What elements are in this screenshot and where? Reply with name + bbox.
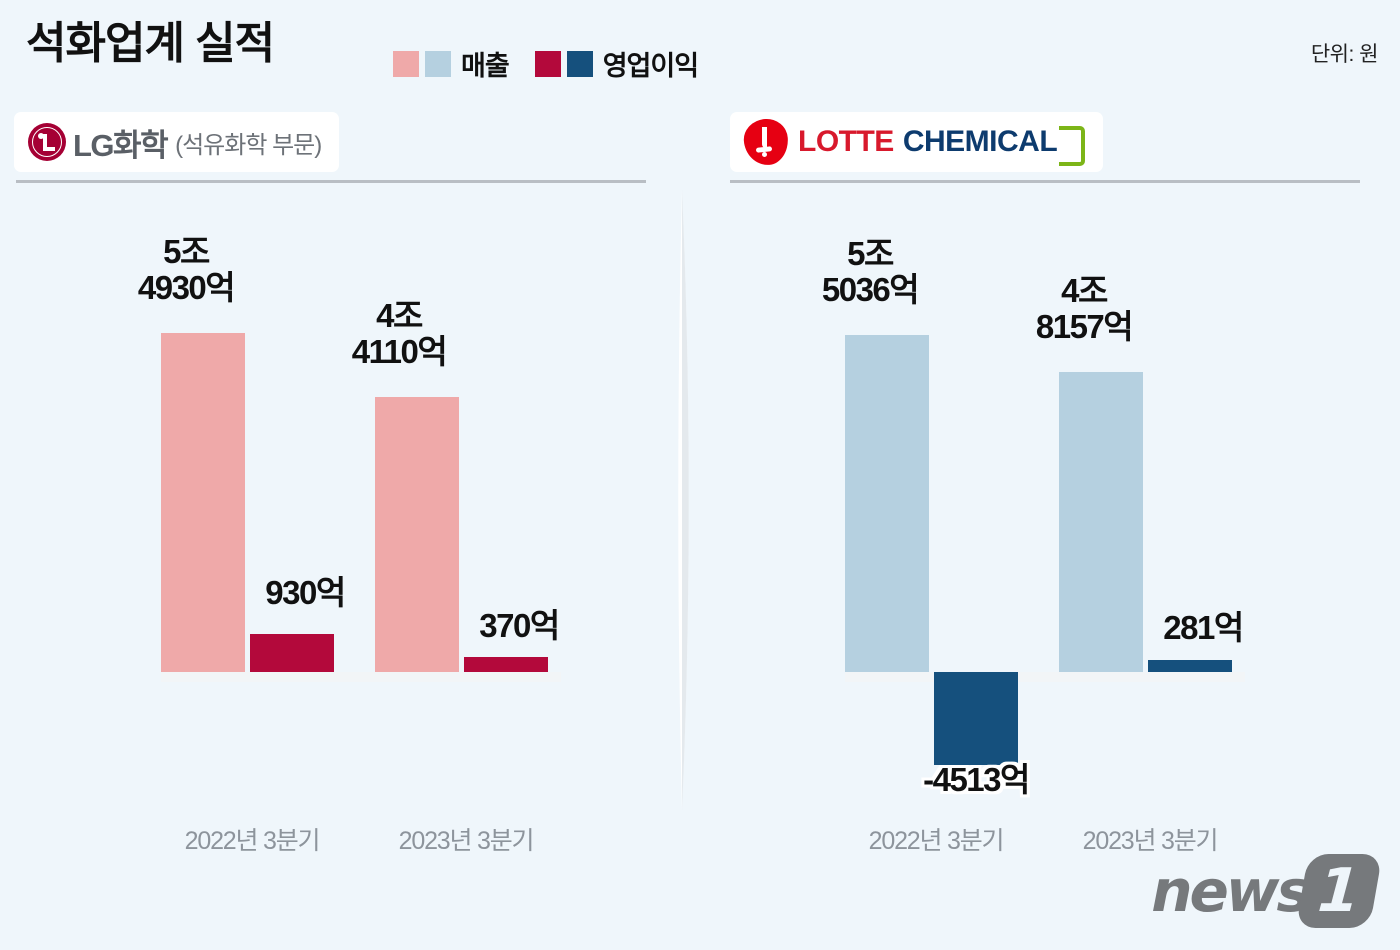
brand-name-chemical: CHEMICAL <box>902 125 1058 158</box>
legend-swatch-profit-navy <box>566 50 593 77</box>
panel-divider-rule-lg <box>16 180 646 183</box>
panel-lotte-chemical: LOTTE CHEMICAL 5조 5036억 -4513억 4조 8157억 … <box>700 112 1400 892</box>
news1-numeral: 1 <box>1315 856 1363 926</box>
brand-header-lg: LG화학 (석유화학 부문) <box>14 112 340 172</box>
bar-lg-revenue-2022 <box>161 333 245 672</box>
legend-item-revenue: 매출 <box>393 44 510 83</box>
value-label-lg-profit-2022: 930억 <box>265 574 346 611</box>
legend-item-operating-profit: 영업이익 <box>534 44 699 83</box>
lg-logo-icon <box>28 123 66 161</box>
bar-lotte-revenue-2023 <box>1059 372 1143 672</box>
panel-divider-rule-lotte <box>730 180 1360 183</box>
bar-lotte-profit-2022 <box>934 672 1018 765</box>
lotte-green-bracket-icon <box>1059 126 1086 166</box>
page-title: 석화업계 실적 <box>26 19 275 68</box>
brand-name-lg: LG화학 <box>73 127 169 163</box>
value-label-lg-revenue-2022: 5조 4930억 <box>137 233 236 306</box>
panel-lg-chem: LG화학 (석유화학 부문) 5조 4930억 930억 4조 4110억 37… <box>0 112 660 892</box>
bar-lg-profit-2023 <box>464 657 548 672</box>
x-axis-label-lg-2023: 2023년 3분기 <box>398 827 535 855</box>
brand-subtitle-lg: (석유화학 부문) <box>175 131 322 159</box>
unit-note: 단위: 원 <box>1310 43 1379 66</box>
news1-badge: 1 <box>1295 854 1383 928</box>
value-label-lotte-revenue-2023: 4조 8157억 <box>1035 272 1134 345</box>
value-label-lotte-profit-2023: 281억 <box>1163 609 1244 646</box>
chart-legend: 매출 영업이익 <box>393 44 699 83</box>
bar-lg-profit-2022 <box>250 634 334 672</box>
bar-lg-revenue-2023 <box>375 397 459 672</box>
value-label-lg-profit-2023: 370억 <box>479 607 560 644</box>
bar-lotte-profit-2023 <box>1148 660 1232 672</box>
x-axis-label-lg-2022: 2022년 3분기 <box>184 827 321 855</box>
brand-header-lotte: LOTTE CHEMICAL <box>730 112 1104 172</box>
legend-swatch-revenue-pink <box>393 50 419 77</box>
news1-logo: news 1 <box>1151 854 1383 928</box>
legend-swatch-profit-crimson <box>534 50 561 77</box>
lotte-logo-icon <box>742 117 790 167</box>
brand-name-lotte: LOTTE <box>798 125 894 158</box>
news1-wordmark: news <box>1151 857 1311 925</box>
plot-area-lotte: 5조 5036억 -4513억 4조 8157억 281억 2022년 3분기 … <box>700 112 1400 892</box>
value-label-lg-revenue-2023: 4조 4110억 <box>351 297 448 370</box>
x-axis-label-lotte-2023: 2023년 3분기 <box>1082 827 1219 855</box>
x-axis-label-lotte-2022: 2022년 3분기 <box>868 827 1005 855</box>
plot-area-lg: 5조 4930억 930억 4조 4110억 370억 2022년 3분기 20… <box>0 112 660 892</box>
legend-swatch-revenue-blue <box>425 50 451 77</box>
legend-label-revenue: 매출 <box>461 51 510 81</box>
baseline-lotte <box>845 672 1245 682</box>
legend-label-operating-profit: 영업이익 <box>602 51 699 81</box>
value-label-lotte-revenue-2022: 5조 5036억 <box>821 235 920 308</box>
value-label-lotte-profit-2022: -4513억 <box>923 761 1030 798</box>
baseline-lg <box>161 672 561 682</box>
bar-lotte-revenue-2022 <box>845 335 929 672</box>
panel-separator-icon <box>678 190 689 810</box>
